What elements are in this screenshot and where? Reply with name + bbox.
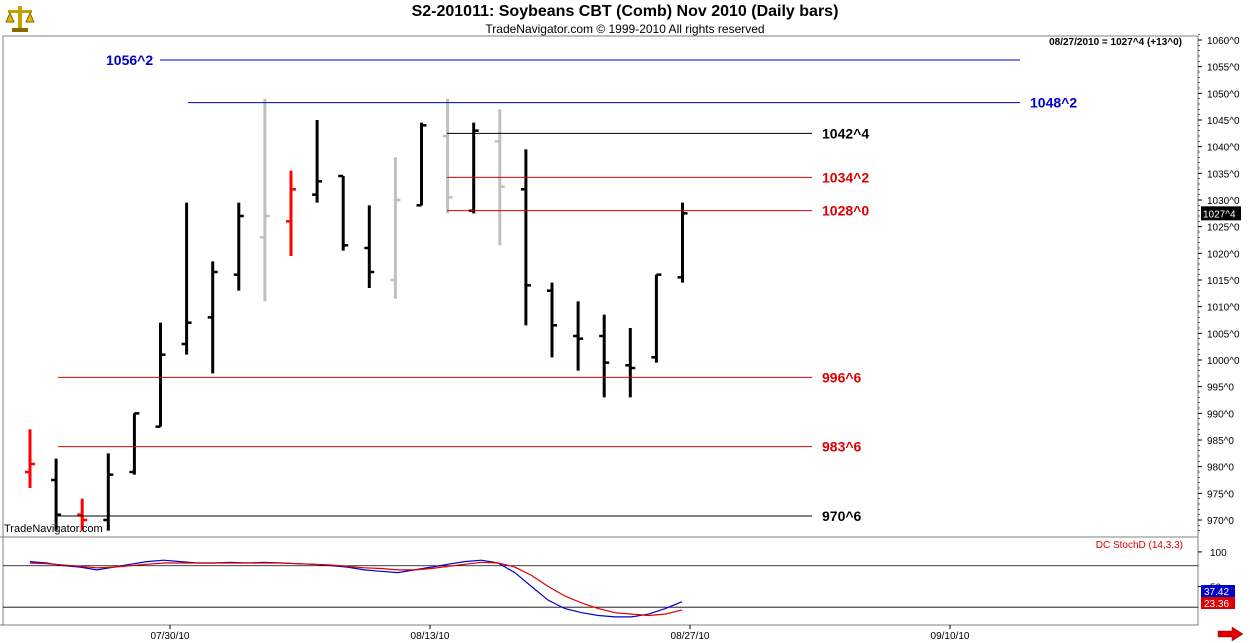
price-tick-label: 975^0: [1207, 489, 1234, 500]
ohlc-bar[interactable]: [364, 205, 375, 288]
stoch-title: DC StochD (14,3,3): [1096, 540, 1183, 551]
time-tick-label: 08/27/10: [671, 631, 710, 642]
price-tick-label: 1035^0: [1207, 169, 1240, 180]
price-tick-label: 970^0: [1207, 516, 1234, 527]
price-tick-label: 1040^0: [1207, 143, 1240, 154]
level-label: 1042^4: [822, 125, 869, 141]
time-tick-label: 08/13/10: [411, 631, 450, 642]
stoch-value-tag: [1201, 585, 1235, 597]
price-tick-label: 1020^0: [1207, 249, 1240, 260]
level-label: 996^6: [822, 369, 862, 385]
ohlc-bar[interactable]: [338, 174, 349, 251]
last-price-tag: [1201, 206, 1241, 221]
level-label: 1056^2: [106, 52, 153, 68]
ohlc-bar[interactable]: [259, 98, 270, 302]
stoch-value-label: 23.36: [1204, 599, 1229, 610]
stoch-value-tag: [1201, 597, 1235, 609]
ohlc-bar[interactable]: [547, 282, 557, 358]
ohlc-bar[interactable]: [233, 202, 244, 291]
chart-title: S2-201011: Soybeans CBT (Comb) Nov 2010 …: [411, 3, 839, 20]
ohlc-bar[interactable]: [103, 453, 114, 531]
ohlc-bar[interactable]: [651, 273, 662, 363]
stoch-series-line: [29, 561, 683, 617]
right-arrow-icon[interactable]: [1216, 627, 1244, 641]
chart-header: S2-201011: Soybeans CBT (Comb) Nov 2010 …: [0, 0, 1250, 36]
price-tick-label: 1015^0: [1207, 276, 1240, 287]
ohlc-bar[interactable]: [207, 261, 218, 374]
ohlc-bar[interactable]: [155, 322, 166, 428]
level-label: 983^6: [822, 439, 862, 455]
ohlc-bar[interactable]: [416, 122, 427, 207]
watermark: TradeNavigator.com: [4, 523, 103, 535]
stoch-tick-label: 100: [1210, 548, 1227, 559]
last-price-readout: 08/27/2010 = 1027^4 (+13^0): [1049, 37, 1182, 48]
level-label: 1034^2: [822, 169, 869, 185]
ohlc-bar[interactable]: [390, 157, 401, 299]
price-tick-label: 1005^0: [1207, 329, 1240, 340]
price-tick-label: 1030^0: [1207, 196, 1240, 207]
ohlc-bar[interactable]: [77, 498, 88, 531]
time-tick-label: 07/30/10: [151, 631, 190, 642]
ohlc-bar[interactable]: [286, 170, 296, 256]
copyright-subtitle: TradeNavigator.com © 1999-2010 All right…: [485, 22, 765, 36]
price-tick-label: 980^0: [1207, 463, 1234, 474]
ohlc-bar[interactable]: [625, 328, 636, 398]
ohlc-bar[interactable]: [599, 314, 610, 398]
ohlc-bar[interactable]: [312, 120, 323, 203]
ohlc-bar[interactable]: [25, 429, 35, 488]
ohlc-bar[interactable]: [520, 149, 531, 326]
ohlc-bar[interactable]: [129, 412, 140, 475]
price-tick-label: 1055^0: [1207, 63, 1240, 74]
price-tick-label: 990^0: [1207, 409, 1234, 420]
level-label: 1048^2: [1030, 95, 1077, 111]
level-label: 1028^0: [822, 203, 869, 219]
ohlc-bar[interactable]: [468, 122, 479, 214]
stoch-value-label: 37.42: [1204, 587, 1229, 598]
ohlc-bar[interactable]: [573, 301, 584, 371]
price-tick-label: 1000^0: [1207, 356, 1240, 367]
ohlc-bar[interactable]: [442, 98, 453, 214]
price-tick-label: 985^0: [1207, 436, 1234, 447]
level-label: 970^6: [822, 508, 862, 524]
stoch-series-line: [29, 559, 683, 618]
ohlc-bar[interactable]: [677, 202, 688, 283]
time-tick-label: 09/10/10: [931, 631, 970, 642]
price-tick-label: 1025^0: [1207, 223, 1240, 234]
ohlc-bar[interactable]: [181, 202, 192, 355]
price-tick-label: 1050^0: [1207, 89, 1240, 100]
price-tick-label: 1045^0: [1207, 116, 1240, 127]
price-tick-label: 1010^0: [1207, 303, 1240, 314]
last-price-label: 1027^4: [1203, 209, 1236, 220]
scales-icon: [5, 6, 35, 32]
ohlc-bar[interactable]: [51, 458, 62, 531]
price-tick-label: 995^0: [1207, 383, 1234, 394]
price-tick-label: 1060^0: [1207, 36, 1240, 47]
